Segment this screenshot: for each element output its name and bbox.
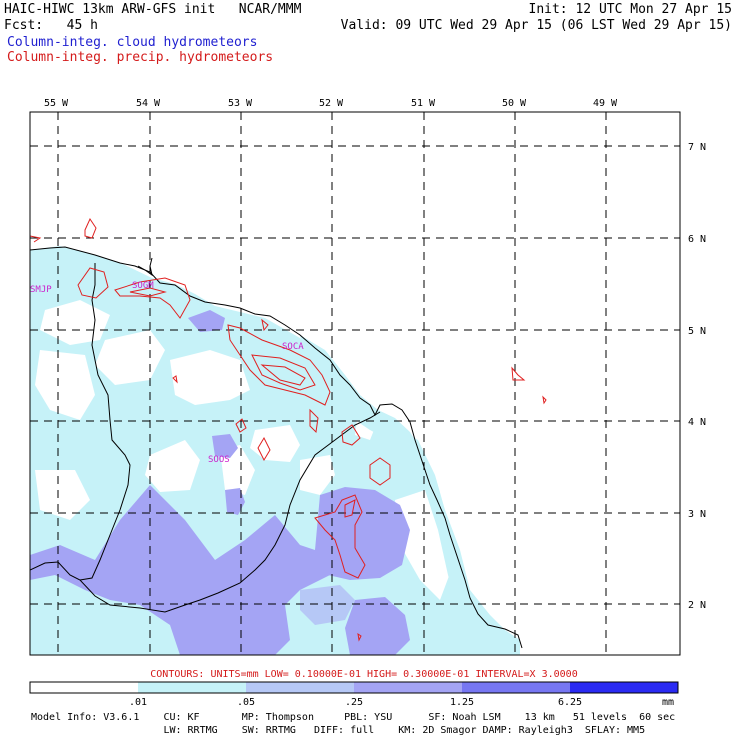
colorbar-level: 6.25 (558, 697, 582, 708)
cloud-hydrometeor-label: Column-integ. cloud hydrometeors (7, 35, 258, 50)
cloud-shading-mid-light (300, 585, 355, 625)
model-info-line2: LW: RRTMG SW: RRTMG DIFF: full KM: 2D Sm… (31, 725, 646, 736)
colorbar-level: 1.25 (450, 697, 474, 708)
station-label: SOOS (208, 455, 230, 465)
lat-label: 2 N (688, 600, 706, 611)
lon-label: 49 W (593, 98, 618, 109)
lat-label: 6 N (688, 234, 706, 245)
precip-contours (29, 217, 547, 642)
title-line: HAIC-HIWC 13km ARW-GFS init NCAR/MMM (4, 2, 302, 17)
shaded-field (30, 246, 520, 655)
lat-label: 4 N (688, 417, 706, 428)
precip-hydrometeor-label: Column-integ. precip. hydrometeors (7, 50, 274, 65)
lon-label: 52 W (319, 98, 344, 109)
lon-label: 50 W (502, 98, 527, 109)
lon-label: 55 W (44, 98, 69, 109)
colorbar-level: .25 (345, 697, 363, 708)
colorbar-labels: .01 .05 .25 1.25 6.25 mm (129, 697, 674, 708)
coastline-borders (30, 246, 523, 649)
contour-info: CONTOURS: UNITS=mm LOW= 0.10000E-01 HIGH… (150, 669, 577, 680)
colorbar-level: .05 (237, 697, 255, 708)
longitude-labels: 55 W 54 W 53 W 52 W 51 W 50 W 49 W (44, 98, 618, 109)
lon-label: 51 W (411, 98, 436, 109)
model-info-line1: Model Info: V3.6.1 CU: KF MP: Thompson P… (31, 712, 676, 723)
lat-label: 3 N (688, 509, 706, 520)
lat-label: 7 N (688, 142, 706, 153)
lat-lon-grid (30, 112, 680, 655)
lon-label: 54 W (136, 98, 161, 109)
station-label: SMJP (30, 285, 52, 295)
axis-ticks (57, 112, 680, 605)
lat-label: 5 N (688, 326, 706, 337)
colorbar-level: .01 (129, 697, 147, 708)
valid-time: Valid: 09 UTC Wed 29 Apr 15 (06 LST Wed … (340, 18, 732, 33)
lon-label: 53 W (228, 98, 253, 109)
colorbar (29, 681, 679, 694)
forecast-hour: Fcst: 45 h (4, 18, 98, 33)
station-label: SOGM (132, 281, 154, 291)
station-labels: SMJP SOGM SOCA SOOS (30, 281, 304, 465)
latitude-labels: 7 N 6 N 5 N 4 N 3 N 2 N (688, 142, 706, 611)
station-label: SOCA (282, 342, 304, 352)
cloud-shading-medium (30, 310, 410, 655)
map-frame (29, 111, 681, 656)
colorbar-units: mm (662, 697, 674, 708)
init-time: Init: 12 UTC Mon 27 Apr 15 (528, 2, 733, 17)
